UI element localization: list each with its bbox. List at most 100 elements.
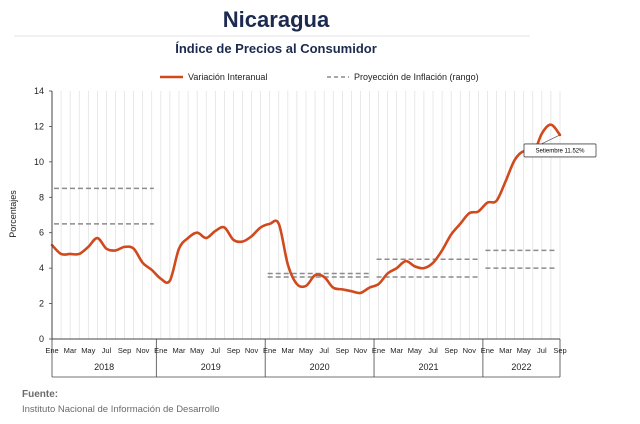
x-tick-label: Sep — [118, 346, 131, 355]
annotation-label: Setiembre 11.52% — [536, 148, 586, 154]
x-tick-label: Ene — [372, 346, 385, 355]
legend: Variación Interanual Proyección de Infla… — [160, 72, 479, 82]
data-point — [541, 132, 543, 134]
year-label: 2019 — [201, 362, 221, 372]
y-tick-label: 2 — [39, 299, 44, 309]
x-tick-label: Nov — [354, 346, 368, 355]
x-tick-label: Mar — [390, 346, 403, 355]
data-point — [196, 232, 198, 234]
year-label: 2022 — [511, 362, 531, 372]
x-tick-label: Jul — [102, 346, 112, 355]
data-point — [341, 288, 343, 290]
data-point — [296, 283, 298, 285]
data-point — [287, 263, 289, 265]
x-tick-label: Sep — [553, 346, 566, 355]
x-tick-label: May — [81, 346, 95, 355]
data-point — [96, 237, 98, 239]
x-tick-label: Mar — [499, 346, 512, 355]
data-point — [259, 226, 261, 228]
y-tick-label: 8 — [39, 192, 44, 202]
data-point — [223, 226, 225, 228]
data-point — [278, 223, 280, 225]
x-tick-label: Ene — [45, 346, 58, 355]
data-point — [477, 210, 479, 212]
x-tick-label: Sep — [227, 346, 240, 355]
y-tick-label: 0 — [39, 334, 44, 344]
data-point — [305, 285, 307, 287]
x-tick-label: Sep — [336, 346, 349, 355]
data-point — [513, 159, 515, 161]
source-text: Instituto Nacional de Información de Des… — [22, 404, 220, 415]
data-point — [69, 253, 71, 255]
data-point — [114, 249, 116, 251]
chart-subtitle: Índice de Precios al Consumidor — [175, 41, 377, 56]
x-tick-label: Sep — [444, 346, 457, 355]
x-tick-label: Ene — [263, 346, 276, 355]
data-point — [441, 249, 443, 251]
data-point — [459, 223, 461, 225]
data-point — [405, 260, 407, 262]
x-tick-label: Jul — [210, 346, 220, 355]
data-point — [495, 200, 497, 202]
y-tick-label: 10 — [34, 157, 44, 167]
y-tick-label: 14 — [34, 86, 44, 96]
data-point — [468, 212, 470, 214]
data-point — [105, 247, 107, 249]
data-point — [142, 262, 144, 264]
data-point — [386, 272, 388, 274]
annotation-callout: Setiembre 11.52% — [523, 134, 597, 158]
annotation-box — [523, 143, 597, 158]
data-point — [450, 233, 452, 235]
data-point — [87, 246, 89, 248]
data-point — [214, 230, 216, 232]
legend-label-proyeccion: Proyección de Inflación (rango) — [354, 72, 479, 82]
x-tick-label: Jul — [428, 346, 438, 355]
data-point — [432, 262, 434, 264]
series-line-variacion-interanual — [50, 123, 562, 295]
axes — [51, 91, 561, 378]
data-point — [396, 267, 398, 269]
data-point — [414, 265, 416, 267]
x-tick-label: Nov — [245, 346, 259, 355]
y-tick-label: 4 — [39, 263, 44, 273]
y-tick-label: 6 — [39, 228, 44, 238]
x-tick-label: Ene — [154, 346, 167, 355]
data-point — [151, 269, 153, 271]
data-point — [350, 290, 352, 292]
legend-label-variacion: Variación Interanual — [188, 72, 267, 82]
x-tick-label: Mar — [173, 346, 186, 355]
data-point — [269, 223, 271, 225]
source-heading: Fuente: — [22, 389, 58, 400]
x-tick-label: May — [190, 346, 204, 355]
x-tick-label: Mar — [64, 346, 77, 355]
x-tick-label: Nov — [463, 346, 477, 355]
x-ticks: Ene Mar May Jul Sep Nov Ene Mar May Jul Sep Nov Ene M… — [45, 346, 566, 355]
x-tick-label: Mar — [281, 346, 294, 355]
data-point — [232, 239, 234, 241]
y-ticks: 0 2 4 6 8 10 12 14 — [34, 86, 52, 344]
data-point — [250, 235, 252, 237]
data-point — [323, 276, 325, 278]
data-point — [78, 253, 80, 255]
data-point — [178, 247, 180, 249]
data-point — [332, 286, 334, 288]
data-point — [205, 237, 207, 239]
data-point — [123, 246, 125, 248]
year-label: 2020 — [310, 362, 330, 372]
data-point — [423, 267, 425, 269]
year-labels: 2018 2019 2020 2021 2022 — [94, 362, 531, 372]
data-point — [486, 201, 488, 203]
data-point — [60, 253, 62, 255]
data-point — [359, 292, 361, 294]
data-point — [169, 279, 171, 281]
data-point — [160, 278, 162, 280]
data-point — [187, 237, 189, 239]
data-point — [132, 247, 134, 249]
projection-lines — [54, 187, 556, 278]
x-tick-label: May — [408, 346, 422, 355]
data-point — [368, 286, 370, 288]
grid — [51, 91, 561, 339]
data-point — [314, 274, 316, 276]
data-point — [504, 180, 506, 182]
